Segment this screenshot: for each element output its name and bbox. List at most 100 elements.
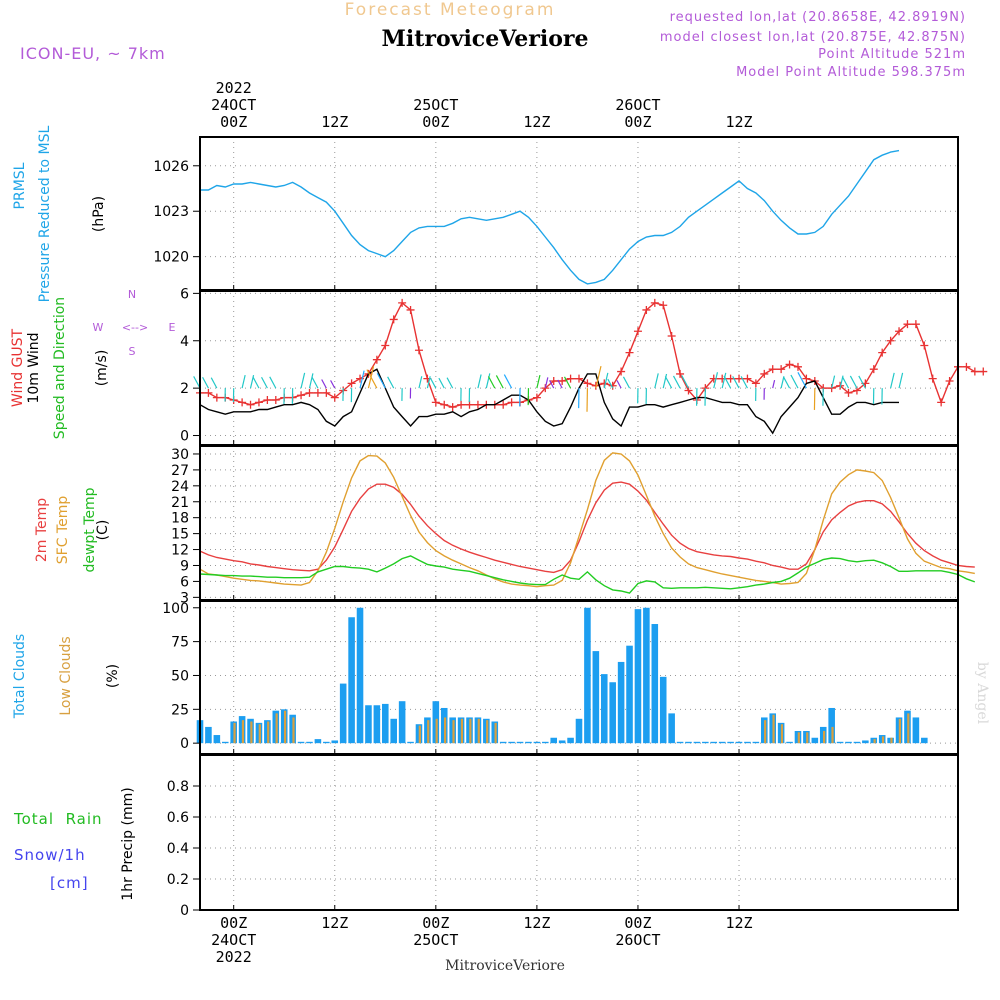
ytick-label: 0.8: [167, 779, 189, 795]
series-line-10m-wind: [199, 368, 899, 435]
compass-n: N: [128, 288, 136, 301]
ytick-label: 3: [180, 590, 189, 606]
wind-arrow: [858, 375, 866, 389]
total-cloud-bar: [525, 741, 532, 744]
total-cloud-bar: [702, 741, 709, 744]
gust-point: [558, 377, 567, 386]
total-cloud-bar: [921, 737, 928, 744]
total-cloud-bar: [382, 703, 389, 744]
compass-arrows: <-->: [122, 321, 148, 334]
wind-arrow: [438, 377, 445, 389]
total-cloud-bar: [676, 741, 684, 744]
low-cloud-bar: [822, 730, 826, 744]
total-cloud-bar: [659, 676, 667, 744]
low-cloud-bar: [427, 720, 430, 744]
total-cloud-bar: [845, 741, 852, 744]
total-cloud-bar: [356, 607, 364, 744]
gust-point: [406, 305, 415, 314]
low-cloud-bar: [452, 720, 455, 744]
low-cloud-bar: [233, 722, 236, 744]
ytick-label: 1020: [153, 250, 189, 266]
total-cloud-bar: [533, 741, 541, 744]
gust-point: [920, 341, 929, 350]
time-label: 26OCT 00Z: [615, 96, 661, 131]
low-cloud-bar: [418, 725, 421, 744]
ytick-label: 21: [171, 495, 189, 511]
low-cloud-bar: [435, 718, 438, 744]
gust-point: [549, 377, 558, 386]
panel-frame: [199, 136, 959, 291]
ytick-label: 0: [180, 903, 189, 919]
gust-point: [263, 395, 272, 404]
ytick-label: 12: [171, 543, 189, 559]
ytick-label: 0: [180, 429, 189, 445]
ytick-label: 6: [180, 574, 189, 590]
gust-point: [575, 374, 583, 383]
low-cloud-bar: [780, 724, 784, 744]
ytick-label: 0: [180, 736, 189, 752]
gust-point: [886, 336, 895, 345]
low-cloud-bar: [241, 720, 245, 744]
gust-point: [659, 301, 668, 310]
wind-arrow: [563, 376, 572, 389]
ytick-label: 9: [180, 558, 189, 574]
gust-point: [793, 362, 802, 371]
wind-arrow: [780, 376, 785, 389]
wind-arrow: [797, 372, 807, 389]
total-cloud-bar: [609, 682, 616, 744]
gust-point: [212, 393, 221, 402]
total-cloud-bar: [853, 741, 861, 744]
gust-point: [676, 369, 685, 378]
total-cloud-bar: [373, 705, 381, 744]
data-layer: [193, 149, 988, 744]
ytick-label: 75: [171, 635, 189, 651]
total-cloud-bar: [323, 741, 330, 744]
wind-arrow: [366, 369, 378, 389]
wind-arrow: [202, 376, 209, 389]
total-cloud-bar: [398, 701, 406, 744]
gust-point: [760, 369, 769, 378]
compass-e: E: [169, 321, 176, 334]
gust-point: [768, 365, 777, 374]
ytick-label: 0.2: [167, 872, 189, 888]
ytick-label: 100: [162, 601, 189, 617]
low-cloud-bar: [267, 721, 270, 744]
wind-arrow: [831, 375, 836, 389]
total-cloud-bar: [811, 737, 819, 744]
low-cloud-bar: [469, 718, 472, 744]
wind-arrow: [782, 376, 791, 389]
wind-arrow: [732, 376, 740, 389]
closest-coords: model closest lon,lat (20.875E, 42.875N): [659, 30, 966, 45]
total-cloud-bar: [651, 624, 659, 744]
total-cloud-bar: [306, 741, 313, 744]
series-line-2m-temp: [199, 481, 975, 574]
low-cloud-bar: [772, 714, 775, 744]
wind-arrow: [249, 374, 255, 389]
gust-point: [751, 379, 760, 388]
gust-point: [507, 398, 516, 407]
total-cloud-bar: [828, 707, 835, 744]
gust-point: [785, 360, 794, 369]
gust-point: [945, 377, 954, 386]
ytick-label: 1026: [153, 159, 189, 175]
grid-layer: [200, 137, 958, 911]
gust-point: [313, 388, 322, 397]
gust-point: [911, 320, 920, 329]
gust-point: [583, 379, 592, 388]
wind-arrow: [487, 376, 496, 389]
total-cloud-bar: [617, 661, 625, 744]
gust-point: [448, 403, 457, 412]
wind-arrow: [723, 375, 732, 389]
snow-unit: [cm]: [50, 874, 89, 892]
total-cloud-bar: [499, 741, 507, 744]
wind-arrow: [330, 380, 336, 389]
wind-arrow: [210, 377, 218, 389]
gust-point: [625, 348, 634, 357]
gust-point: [457, 400, 466, 409]
ytick-label: 2: [180, 381, 189, 397]
series-line-sfc-temp: [199, 452, 975, 588]
ytick-label: 6: [180, 286, 189, 302]
gust-point: [431, 398, 440, 407]
total-cloud-bar: [626, 645, 633, 744]
total-cloud-bar: [693, 741, 701, 744]
